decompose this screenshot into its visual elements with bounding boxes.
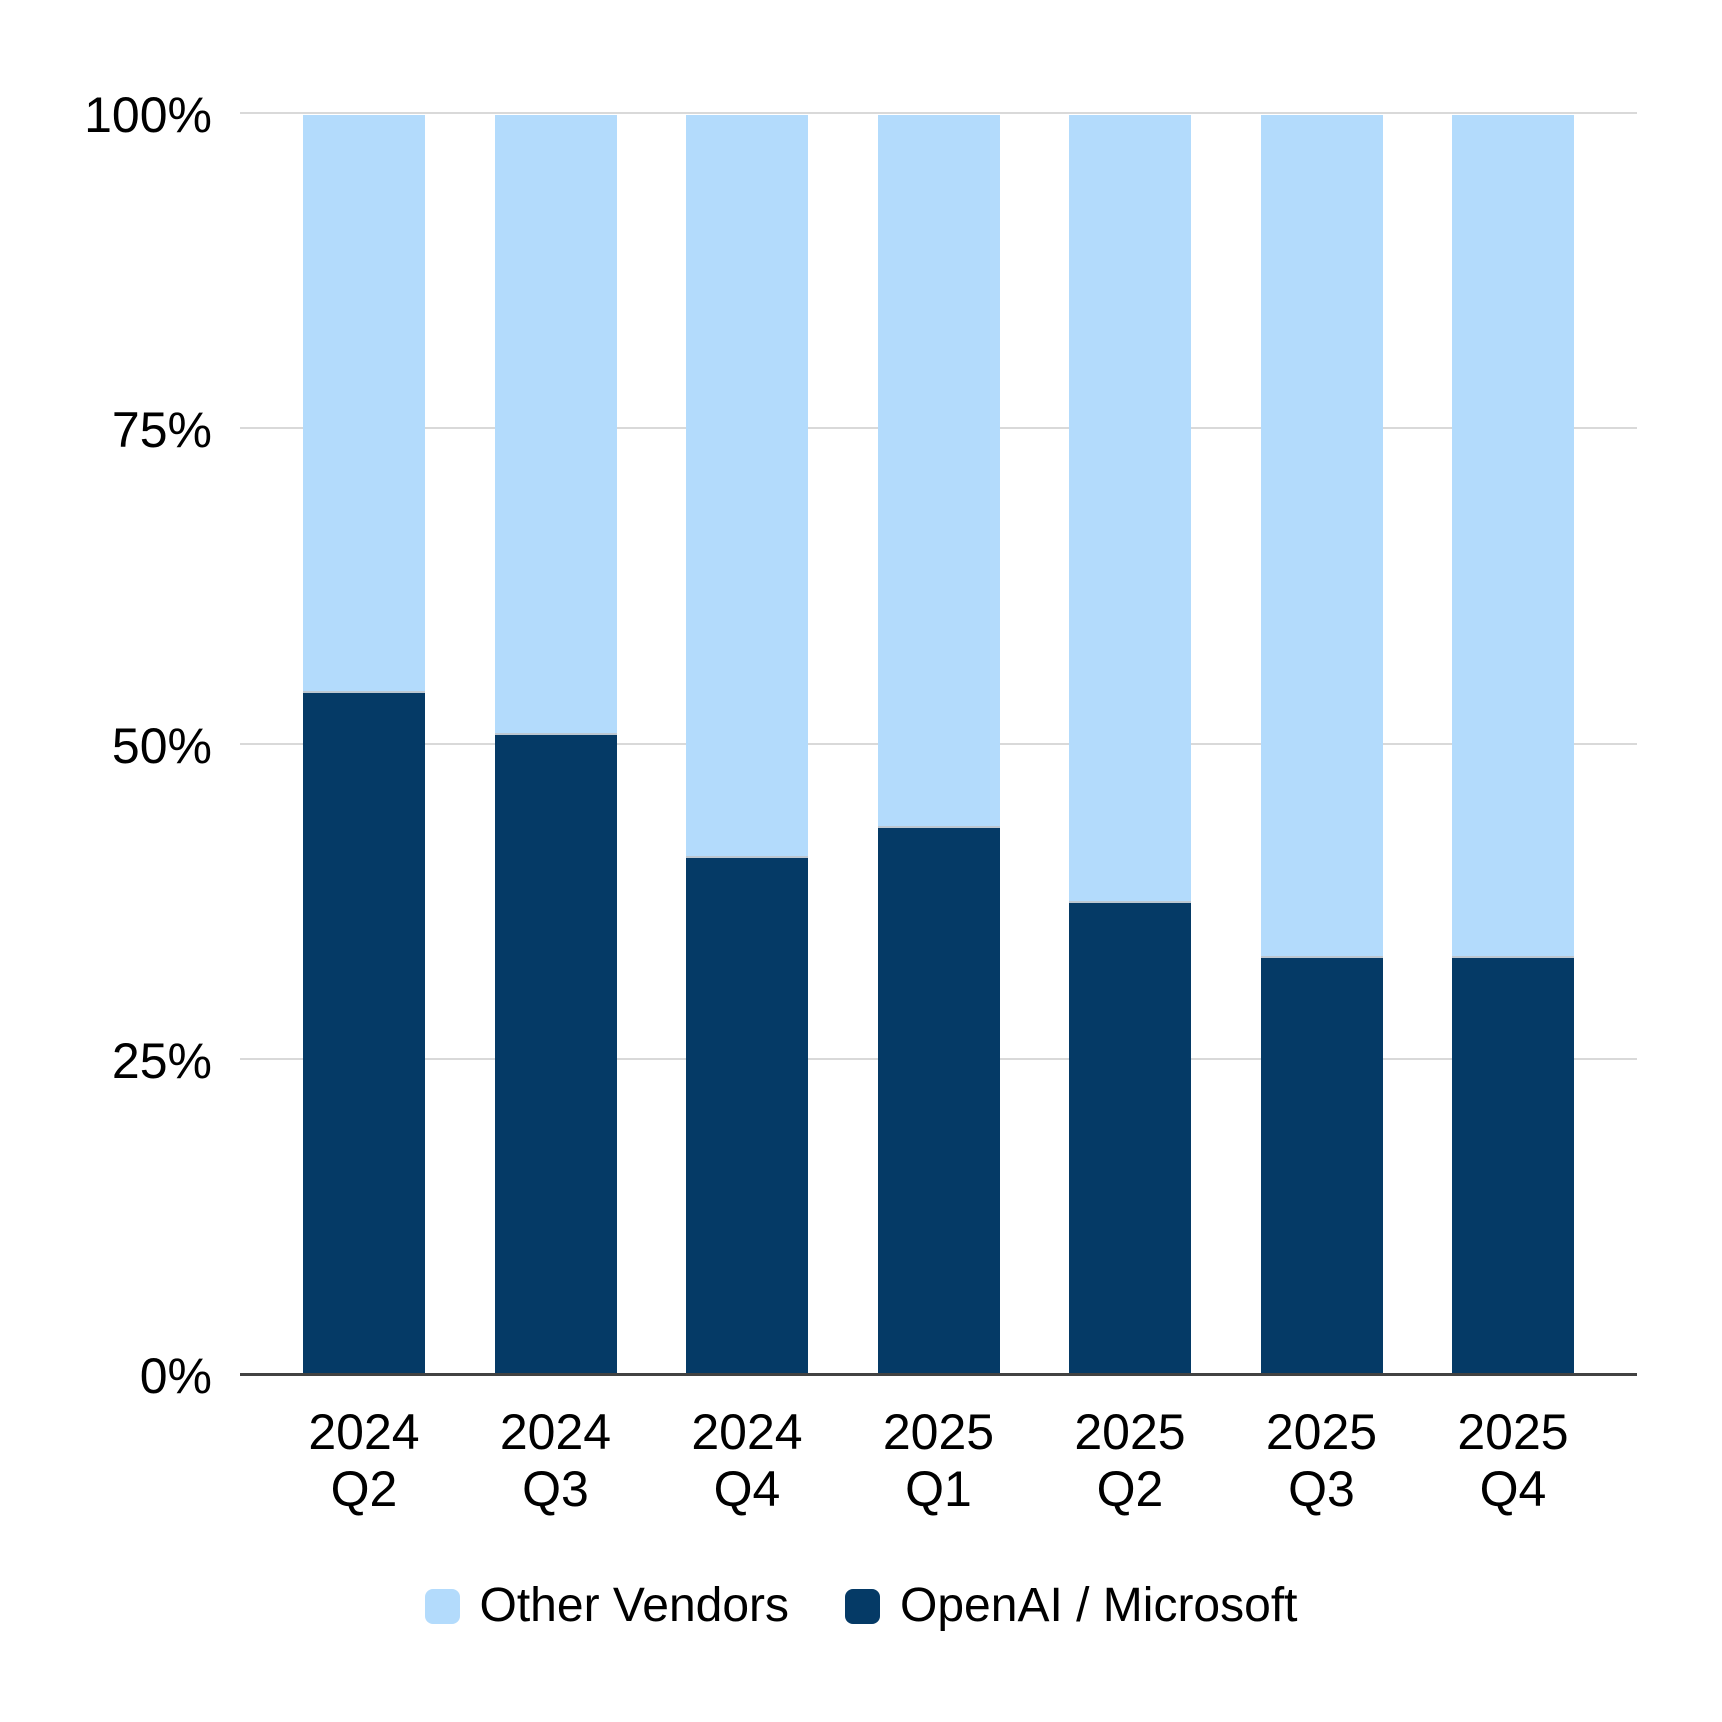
- bar-segment-other-vendors: [1260, 115, 1383, 957]
- x-label-year: 2025: [882, 1404, 995, 1460]
- bar-segment-other-vendors: [1452, 115, 1574, 957]
- x-label-year: 2025: [1074, 1404, 1186, 1460]
- legend-swatch-other-vendors: [424, 1588, 460, 1624]
- y-axis-tick-label: 50%: [111, 718, 212, 774]
- x-axis-category-label: 2025 Q2: [1069, 1404, 1191, 1518]
- legend: Other Vendors OpenAI / Microsoft: [0, 1578, 1722, 1634]
- y-axis-tick-label: 75%: [111, 402, 212, 458]
- x-label-year: 2025: [1457, 1404, 1569, 1460]
- x-axis-category-label: 2025 Q3: [1261, 1404, 1383, 1518]
- legend-swatch-openai-microsoft: [845, 1588, 881, 1624]
- bar-segment-openai-microsoft: [1069, 900, 1191, 1376]
- bar-segment-other-vendors: [303, 115, 425, 692]
- bar-segment-openai-microsoft: [1260, 956, 1383, 1376]
- bar-segment-other-vendors: [494, 115, 617, 733]
- bar-segment-other-vendors: [1069, 115, 1191, 901]
- x-axis-category-label: 2024 Q2: [303, 1404, 425, 1518]
- bar-segment-openai-microsoft: [1452, 956, 1574, 1376]
- x-label-quarter: Q2: [330, 1461, 398, 1517]
- x-axis-labels: 2024 Q2 2024 Q3 2024 Q4 2025 Q1 2025 Q2 2025 Q3 2025…: [240, 1404, 1637, 1518]
- x-label-quarter: Q3: [522, 1461, 589, 1517]
- bar-segment-openai-microsoft: [877, 826, 1000, 1376]
- bar-column-2024-q2: [303, 115, 425, 1376]
- y-axis-tick-label: 25%: [111, 1033, 212, 1089]
- bar-column-2025-q1: [877, 115, 1000, 1376]
- x-axis-category-label: 2024 Q4: [686, 1404, 808, 1518]
- x-axis-category-label: 2025 Q4: [1452, 1404, 1574, 1518]
- x-axis-category-label: 2024 Q3: [495, 1404, 617, 1518]
- y-axis-tick-label: 0%: [139, 1348, 212, 1404]
- bar-column-2025-q3: [1260, 115, 1383, 1376]
- gridline-100: [240, 112, 1637, 114]
- bar-column-2025-q2: [1069, 115, 1191, 1376]
- plot-area: [240, 112, 1637, 1376]
- bars-row: [240, 115, 1637, 1376]
- x-label-year: 2025: [1265, 1404, 1378, 1460]
- x-label-quarter: Q2: [1096, 1461, 1164, 1517]
- x-label-year: 2024: [691, 1404, 803, 1460]
- bar-segment-openai-microsoft: [494, 732, 617, 1376]
- bar-segment-openai-microsoft: [686, 856, 808, 1376]
- y-axis-tick-label: 100%: [84, 87, 212, 143]
- x-label-year: 2024: [499, 1404, 612, 1460]
- bar-column-2025-q4: [1452, 115, 1574, 1376]
- x-label-year: 2024: [308, 1404, 420, 1460]
- legend-item-openai-microsoft: OpenAI / Microsoft: [845, 1578, 1298, 1634]
- legend-item-other-vendors: Other Vendors: [424, 1578, 790, 1634]
- x-label-quarter: Q4: [713, 1461, 781, 1517]
- bar-column-2024-q3: [494, 115, 617, 1376]
- bar-column-2024-q4: [686, 115, 808, 1376]
- bar-segment-other-vendors: [686, 115, 808, 857]
- bar-segment-other-vendors: [877, 115, 1000, 827]
- x-axis-line: [240, 1373, 1637, 1376]
- legend-label: OpenAI / Microsoft: [900, 1579, 1298, 1632]
- x-label-quarter: Q1: [905, 1461, 972, 1517]
- x-label-quarter: Q4: [1479, 1461, 1547, 1517]
- bar-segment-openai-microsoft: [303, 691, 425, 1376]
- legend-label: Other Vendors: [479, 1579, 790, 1632]
- x-axis-category-label: 2025 Q1: [878, 1404, 1000, 1518]
- x-label-quarter: Q3: [1288, 1461, 1355, 1517]
